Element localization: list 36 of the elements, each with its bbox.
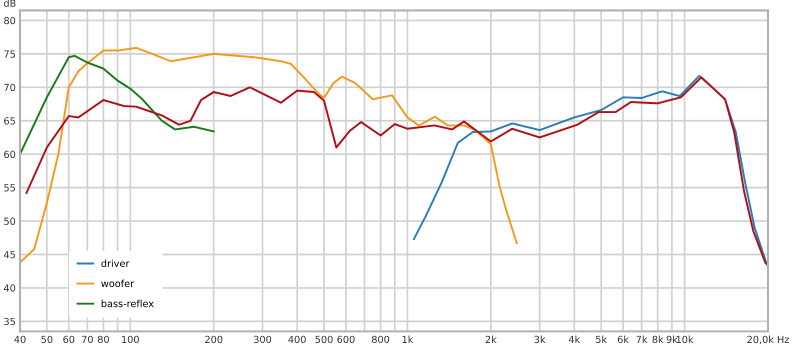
legend-label: bass-reflex	[102, 300, 154, 308]
x-tick-label: 200	[205, 336, 222, 344]
x-tick-label: 80	[98, 336, 109, 344]
x-tick-label: 4k	[568, 336, 580, 343]
legend-label: woofer	[101, 280, 134, 288]
x-tick-label: 300	[254, 336, 272, 344]
y-tick-label: 60	[4, 150, 16, 158]
x-tick-label: 800	[372, 336, 390, 344]
x-tick-label: 7k	[636, 336, 648, 343]
y-tick-label: 70	[4, 84, 16, 92]
x-tick-label: 500	[315, 336, 333, 344]
y-tick-label: 55	[4, 184, 15, 192]
y-tick-label: 40	[4, 284, 16, 292]
x-tick-label: 70	[82, 336, 93, 344]
x-tick-label: 100	[122, 336, 139, 344]
y-tick-label: 80	[4, 16, 16, 24]
x-tick-label: 400	[288, 336, 306, 344]
x-tick-label: 3k	[534, 336, 546, 344]
x-tick-label: 60	[63, 336, 74, 344]
y-tick-label: 75	[4, 50, 15, 58]
x-tick-label: 9k	[666, 336, 678, 344]
x-tick-label: 50	[41, 336, 52, 344]
y-tick-label: 35	[4, 318, 15, 326]
x-tick-label: 5k	[596, 336, 608, 344]
y-tick-label: 50	[4, 218, 16, 225]
x-tick-label: 600	[337, 336, 355, 344]
x-tick-label: 10k	[676, 336, 694, 344]
legend-label: driver	[101, 260, 130, 268]
x-tick-label: 6k	[618, 336, 629, 344]
y-tick-label: 65	[4, 117, 15, 125]
x-tick-label: 2k	[486, 336, 497, 343]
x-tick-label: 20,0k Hz	[747, 336, 789, 344]
x-tick-label: 1k	[402, 336, 414, 343]
y-tick-label: 45	[4, 251, 15, 258]
x-tick-label: 8k	[652, 336, 664, 344]
x-tick-label: 40	[14, 336, 26, 344]
